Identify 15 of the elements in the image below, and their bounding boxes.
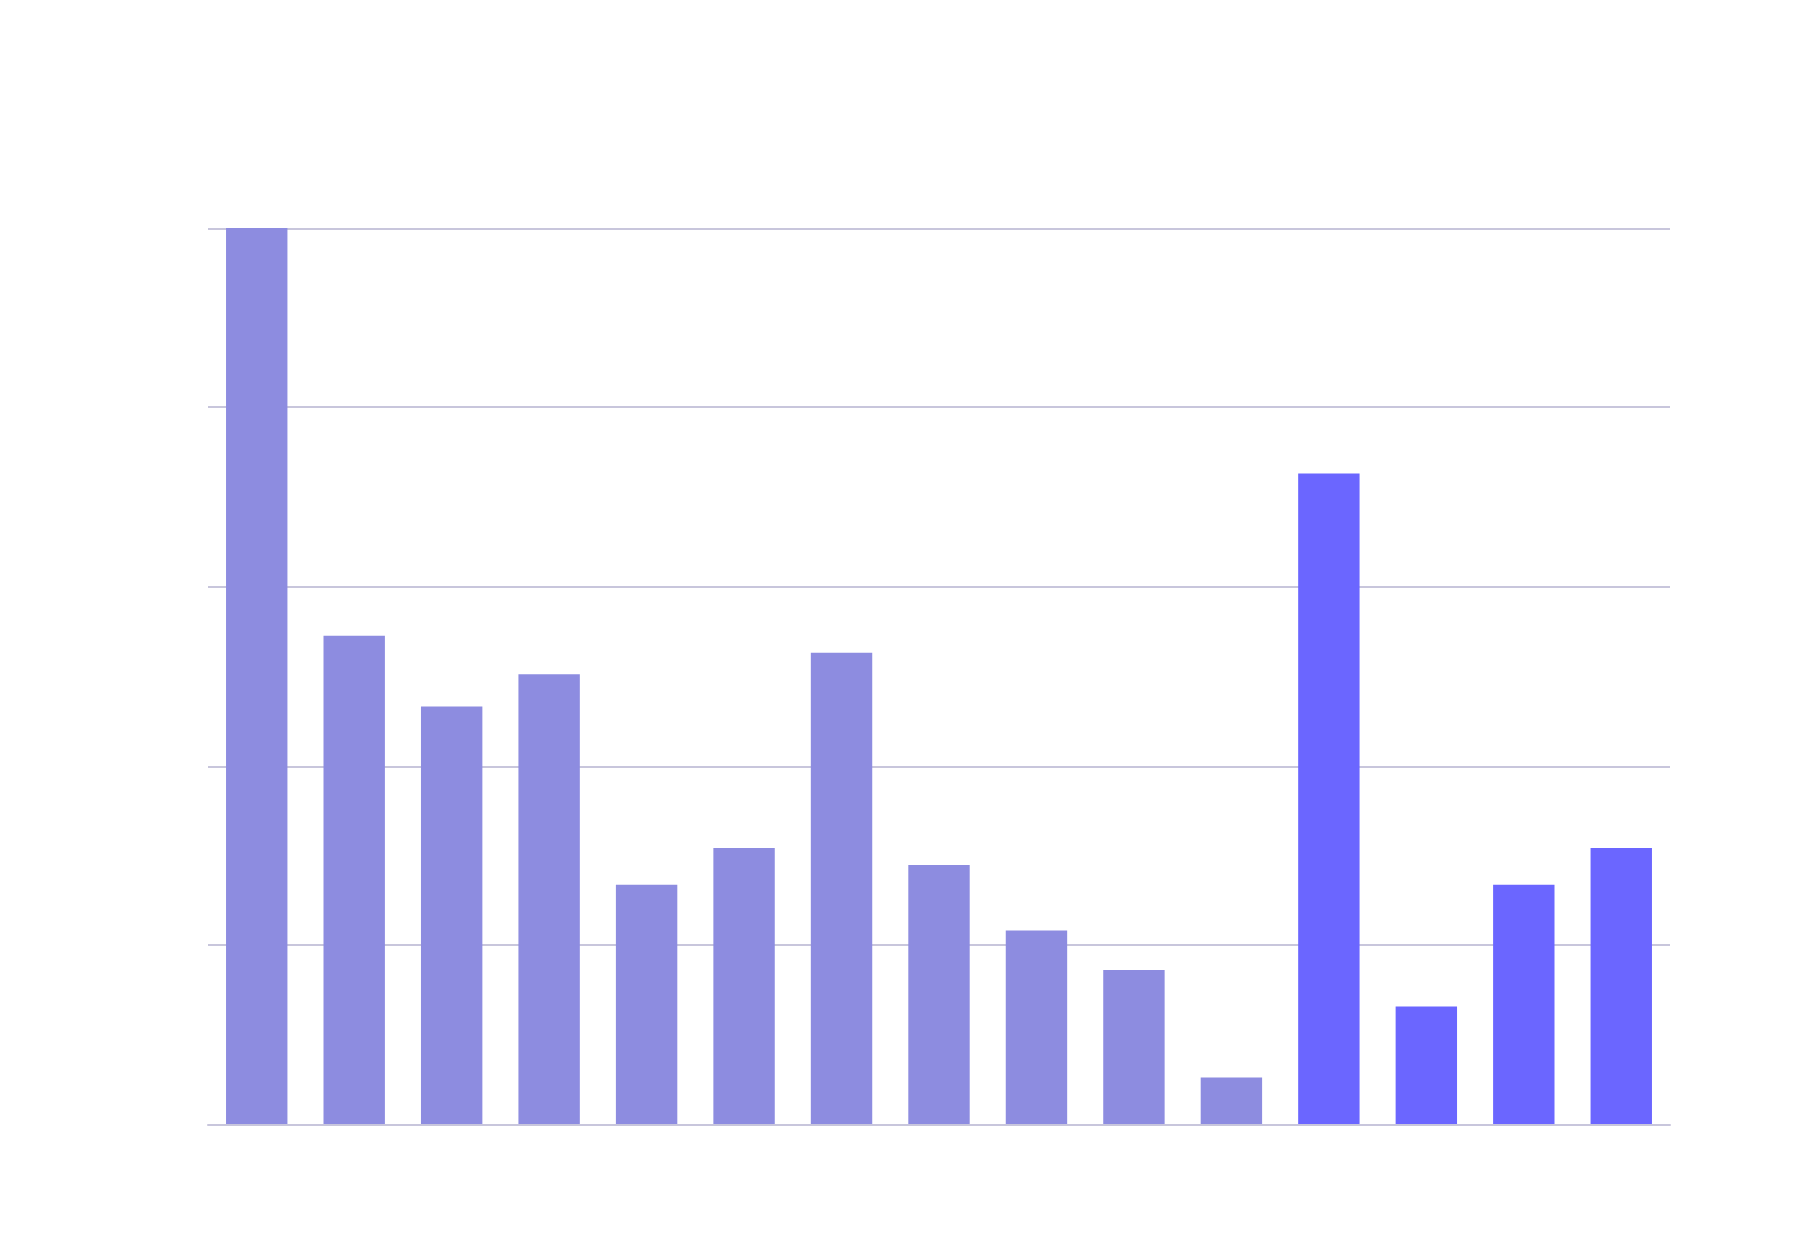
bar <box>713 848 775 1124</box>
bar <box>1005 930 1068 1124</box>
bar <box>1493 884 1555 1124</box>
bar <box>420 706 483 1124</box>
bar <box>810 652 873 1124</box>
bar <box>908 865 970 1124</box>
bar <box>1103 969 1165 1124</box>
bar <box>1395 1006 1458 1124</box>
bar <box>615 884 678 1124</box>
bar <box>323 635 385 1124</box>
bar <box>1298 473 1360 1124</box>
bar <box>226 228 288 1124</box>
bar <box>518 674 580 1124</box>
bar <box>1590 848 1652 1124</box>
bar <box>1200 1077 1263 1124</box>
